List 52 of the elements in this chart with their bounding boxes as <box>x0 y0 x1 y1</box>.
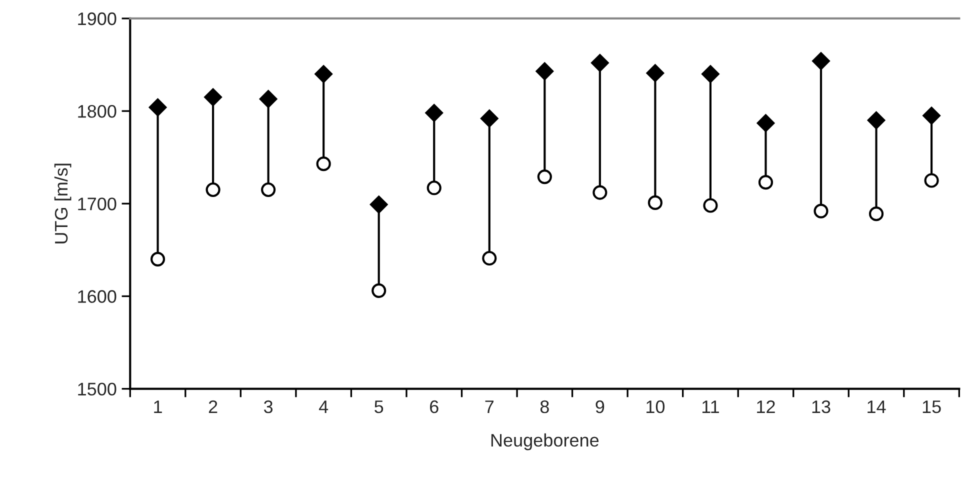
x-tick-label: 5 <box>374 400 384 414</box>
x-tick-label: 10 <box>646 400 665 414</box>
x-tick-label: 7 <box>485 400 494 413</box>
x-tick-label: 6 <box>430 400 438 414</box>
x-tick-label: 12 <box>757 400 775 413</box>
point <box>372 283 386 298</box>
x-tick-label: 15 <box>922 400 941 414</box>
point <box>814 204 828 218</box>
x-tick-label: 3 <box>264 400 273 414</box>
point <box>537 169 552 184</box>
point <box>370 196 388 214</box>
point <box>758 175 774 190</box>
point <box>702 65 720 83</box>
y-tick-label: 1600 <box>78 290 116 303</box>
y-tick-label: 1500 <box>78 382 116 396</box>
point <box>482 250 497 266</box>
point <box>314 65 332 83</box>
point <box>868 206 884 222</box>
x-tick-label: 4 <box>318 400 328 413</box>
point <box>648 195 662 210</box>
y-tick-label: 1900 <box>78 12 116 26</box>
point <box>922 106 940 125</box>
y-axis-title: UTG [m/s] <box>54 164 72 244</box>
point <box>592 185 608 200</box>
point <box>756 114 775 132</box>
point <box>259 90 278 108</box>
point <box>591 54 609 72</box>
x-axis-title: Neugeborene <box>491 433 599 450</box>
point <box>703 198 718 213</box>
x-tick-label: 1 <box>154 400 162 413</box>
point <box>480 110 498 128</box>
point <box>316 156 331 172</box>
point <box>924 173 939 188</box>
point <box>646 64 664 82</box>
point <box>867 111 886 130</box>
point <box>812 52 830 70</box>
x-tick-label: 11 <box>702 400 719 413</box>
point <box>206 182 220 198</box>
point <box>426 180 442 196</box>
point <box>261 182 276 198</box>
point <box>204 88 222 106</box>
point <box>425 104 444 122</box>
point <box>150 252 166 266</box>
y-tick-label: 1800 <box>78 104 116 118</box>
point <box>536 62 554 80</box>
x-tick-label: 2 <box>208 400 218 413</box>
x-tick-label: 9 <box>596 400 604 414</box>
y-tick-label: 1700 <box>78 198 116 210</box>
x-tick-label: 8 <box>540 400 549 414</box>
point <box>148 98 167 116</box>
x-tick-label: 14 <box>868 400 886 413</box>
x-tick-label: 13 <box>812 400 830 414</box>
